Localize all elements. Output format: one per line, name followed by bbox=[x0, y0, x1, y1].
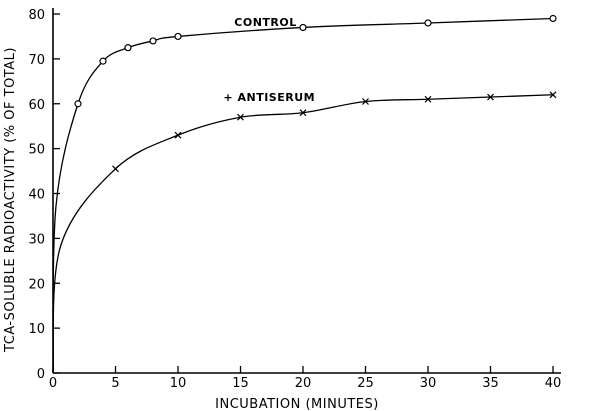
series-line bbox=[52, 94, 554, 374]
labels-layer: 0 5 10 15 20 25 30 35 40 0 10 20 30 40 50 60 70 80 INCUBAT… bbox=[3, 8, 561, 411]
x-tick-label: 5 bbox=[111, 376, 119, 391]
series-label-control: CONTROL bbox=[234, 16, 296, 29]
x-tick-label: 40 bbox=[545, 376, 562, 391]
y-tick-label: 50 bbox=[28, 143, 45, 158]
y-tick-label: 70 bbox=[28, 53, 45, 68]
data-point bbox=[362, 98, 369, 105]
x-tick-label: 25 bbox=[357, 376, 374, 391]
series-control bbox=[52, 14, 557, 374]
y-axis-title: TCA-SOLUBLE RADIOACTIVITY (% OF TOTAL) bbox=[3, 47, 18, 353]
y-tick-label: 60 bbox=[28, 98, 45, 113]
x-tick-label: 10 bbox=[170, 376, 187, 391]
data-point bbox=[124, 44, 132, 52]
data-point bbox=[174, 32, 182, 41]
y-tick-label: 30 bbox=[28, 232, 45, 247]
data-point bbox=[74, 100, 82, 108]
data-point bbox=[237, 113, 244, 121]
data-point bbox=[549, 91, 557, 99]
x-tick-label: 15 bbox=[232, 376, 249, 391]
x-tick-label: 0 bbox=[49, 376, 57, 391]
data-point bbox=[299, 23, 307, 32]
y-tick-label: 40 bbox=[28, 188, 45, 203]
data-point bbox=[424, 95, 432, 103]
x-tick-label: 35 bbox=[482, 376, 499, 391]
x-tick-label: 20 bbox=[295, 376, 312, 391]
x-axis-title: INCUBATION (MINUTES) bbox=[215, 397, 379, 411]
data-point bbox=[112, 165, 119, 173]
series-layer bbox=[52, 14, 557, 374]
axes bbox=[52, 8, 561, 374]
y-tick-label: 20 bbox=[28, 277, 45, 292]
data-point bbox=[424, 19, 432, 27]
data-point bbox=[99, 57, 107, 65]
y-tick-label: 10 bbox=[28, 322, 45, 337]
y-tick-label: 0 bbox=[37, 367, 45, 382]
series-antiserum bbox=[52, 91, 557, 374]
data-point bbox=[149, 37, 157, 45]
x-tick-label: 30 bbox=[420, 376, 437, 391]
data-point bbox=[487, 93, 494, 101]
series-label-antiserum: + ANTISERUM bbox=[223, 91, 315, 104]
y-tick-label: 80 bbox=[28, 8, 45, 23]
data-point bbox=[549, 14, 557, 23]
data-point bbox=[299, 109, 307, 117]
data-point bbox=[174, 131, 182, 139]
series-line bbox=[52, 17, 554, 374]
